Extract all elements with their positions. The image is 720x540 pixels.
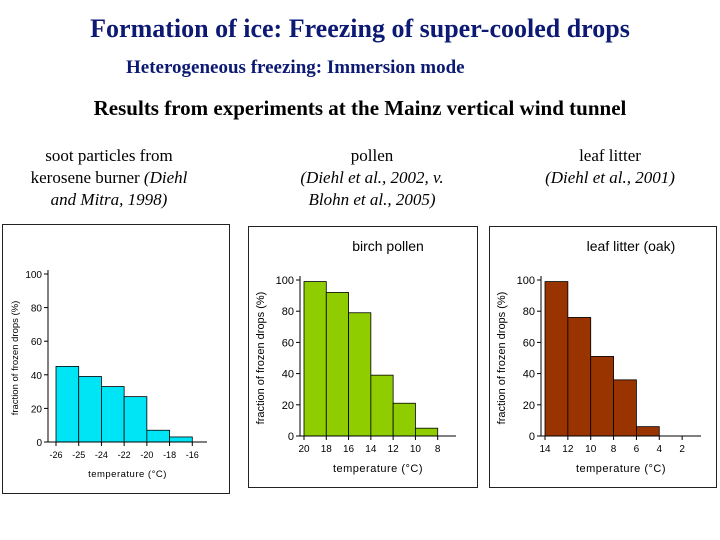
- y-axis-label: fraction of frozen drops (%): [496, 292, 508, 425]
- chart-bar: [78, 376, 102, 443]
- chart-bar: [544, 281, 569, 437]
- chart-title: leaf litter (oak): [587, 238, 676, 254]
- y-tick-label: 20: [282, 400, 294, 412]
- x-tick-label: 8: [611, 444, 617, 455]
- x-tick-label: 18: [321, 444, 333, 455]
- chart-bar: [325, 292, 349, 437]
- chart-bar: [392, 402, 416, 437]
- y-axis-label: fraction of frozen drops (%): [10, 301, 21, 416]
- x-tick-label: 10: [410, 444, 422, 455]
- x-tick-label: 14: [365, 444, 377, 455]
- results-heading: Results from experiments at the Mainz ve…: [93, 96, 627, 120]
- y-tick-label: 20: [523, 400, 535, 412]
- x-tick-label: -20: [140, 450, 153, 460]
- x-tick-label: 14: [539, 444, 551, 455]
- y-tick-label: 20: [31, 404, 43, 415]
- y-tick-label: 40: [523, 369, 535, 381]
- y-tick-label: 100: [276, 275, 294, 287]
- chart-bar: [169, 436, 193, 443]
- y-tick-label: 60: [282, 337, 294, 349]
- x-tick-label: 16: [343, 444, 355, 455]
- x-tick-label: 2: [679, 444, 685, 455]
- x-axis-label: temperature (°C): [88, 469, 167, 480]
- column-header-line: and Mitra, 1998): [0, 189, 218, 211]
- header-citation: Blohn et al., 2005): [308, 190, 436, 209]
- slide-subtitle: Heterogeneous freezing: Immersion mode: [126, 57, 465, 78]
- chart-bar: [101, 386, 125, 443]
- x-tick-label: -24: [95, 450, 108, 460]
- x-tick-label: -22: [118, 450, 131, 460]
- chart-birch-pollen: 0 20 40 60 80 100 20 18 16 14 12 10 8 temperature (°C…: [248, 226, 478, 488]
- slide-title: Formation of ice: Freezing of super-cool…: [90, 14, 630, 43]
- header-citation: and Mitra, 1998): [50, 190, 168, 209]
- chart-bar: [415, 427, 439, 437]
- x-axis-label: temperature (°C): [333, 463, 423, 475]
- x-tick-label: 10: [585, 444, 597, 455]
- y-axis-label: fraction of frozen drops (%): [255, 292, 267, 425]
- y-tick-label: 0: [288, 431, 294, 443]
- chart-bar: [370, 374, 394, 437]
- column-header-line: (Diehl et al., 2002, v.: [262, 167, 482, 189]
- chart-frame: [2, 224, 230, 494]
- x-tick-label: 20: [298, 444, 310, 455]
- column-header-pollen: pollen (Diehl et al., 2002, v. Blohn et …: [262, 145, 482, 211]
- column-header-line: Blohn et al., 2005): [262, 189, 482, 211]
- header-citation: (Diehl et al., 2001): [545, 168, 675, 187]
- chart-bar: [613, 379, 637, 437]
- x-tick-label: -16: [186, 450, 199, 460]
- y-tick-label: 80: [282, 306, 294, 318]
- y-tick-label: 40: [31, 371, 43, 382]
- y-tick-label: 0: [529, 431, 535, 443]
- column-header-line: (Diehl et al., 2001): [500, 167, 720, 189]
- chart-bar: [123, 396, 148, 443]
- x-axis-label: temperature (°C): [576, 463, 666, 475]
- chart-title: birch pollen: [352, 238, 424, 254]
- header-citation: (Diehl et al., 2002, v.: [300, 168, 444, 187]
- chart-bar: [590, 356, 614, 437]
- y-tick-label: 60: [31, 337, 43, 348]
- header-citation: (Diehl: [143, 168, 188, 187]
- x-tick-label: 6: [634, 444, 640, 455]
- chart-bar: [636, 426, 660, 437]
- y-tick-label: 80: [31, 304, 43, 315]
- column-header-line: kerosene burner (Diehl: [0, 167, 218, 189]
- x-tick-label: -26: [49, 450, 62, 460]
- y-tick-label: 80: [523, 306, 535, 318]
- chart-bar: [303, 281, 327, 437]
- chart-leaf-litter: 0 20 40 60 80 100 14 12 10 8 6 4 2 temperature (°C) fr…: [489, 226, 717, 488]
- x-tick-label: -18: [163, 450, 176, 460]
- x-tick-label: 12: [562, 444, 574, 455]
- y-tick-label: 40: [282, 369, 294, 381]
- y-tick-label: 100: [25, 270, 42, 281]
- chart-bar: [348, 312, 372, 437]
- x-tick-label: 12: [388, 444, 400, 455]
- column-header-line: leaf litter: [579, 146, 641, 165]
- chart-soot: 0 20 40 60 80 100 -26 -25 -24 -22 -20 -18 -16 tempera…: [2, 224, 230, 494]
- x-tick-label: 4: [657, 444, 663, 455]
- y-tick-label: 0: [36, 438, 42, 449]
- column-header-line: pollen: [350, 146, 394, 165]
- x-tick-label: 8: [435, 444, 441, 455]
- x-tick-label: -25: [72, 450, 85, 460]
- chart-bar: [55, 365, 80, 443]
- y-tick-label: 100: [517, 275, 535, 287]
- header-plain: kerosene burner: [30, 168, 144, 187]
- column-header-leaf-litter: leaf litter (Diehl et al., 2001): [500, 145, 720, 189]
- chart-bar: [567, 317, 592, 437]
- y-tick-label: 60: [523, 337, 535, 349]
- chart-bar: [146, 429, 170, 443]
- column-header-line: soot particles from: [45, 146, 173, 165]
- column-header-soot: soot particles from kerosene burner (Die…: [0, 145, 218, 211]
